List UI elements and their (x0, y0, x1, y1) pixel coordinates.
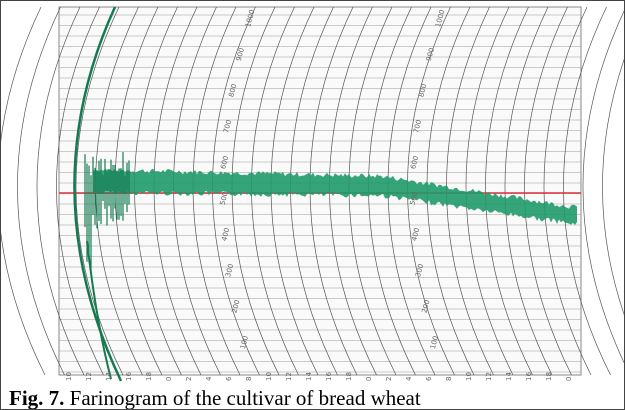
grid-arc (602, 7, 624, 375)
time-label: 16 (325, 372, 333, 381)
farinogram: 1000900800700600500400300200100100090080… (1, 1, 624, 386)
time-label: 18 (345, 372, 353, 381)
time-label: 4 (405, 376, 413, 381)
time-label: 2 (185, 377, 193, 381)
time-label: 18 (145, 372, 153, 381)
time-label: 6 (225, 376, 233, 381)
caption-label: Fig. 7. (9, 386, 64, 410)
time-label: 0 (165, 377, 173, 381)
time-label: 10 (265, 372, 273, 381)
time-label: 6 (425, 376, 433, 381)
time-label: 8 (245, 377, 253, 381)
time-label: 10 (65, 372, 73, 381)
time-label: 16 (525, 372, 533, 381)
time-label: 4 (205, 376, 213, 381)
time-label: 16 (125, 372, 133, 381)
time-label: 12 (285, 372, 293, 381)
caption: Fig. 7. Farinogram of the cultivar of br… (9, 386, 421, 410)
time-label: 12 (85, 372, 93, 381)
time-label: 8 (445, 377, 453, 381)
time-label: 2 (385, 377, 393, 381)
time-label: 18 (545, 372, 553, 381)
time-label: 0 (565, 377, 573, 381)
time-label: 12 (485, 372, 493, 381)
time-label: 0 (365, 377, 373, 381)
page: 1000900800700600500400300200100100090080… (0, 0, 625, 410)
time-label: 14 (305, 372, 313, 381)
time-label: 14 (105, 372, 113, 381)
time-label: 10 (465, 372, 473, 381)
caption-text: Farinogram of the cultivar of bread whea… (70, 386, 421, 410)
grid-arc (583, 7, 624, 375)
time-label: 14 (505, 372, 513, 381)
